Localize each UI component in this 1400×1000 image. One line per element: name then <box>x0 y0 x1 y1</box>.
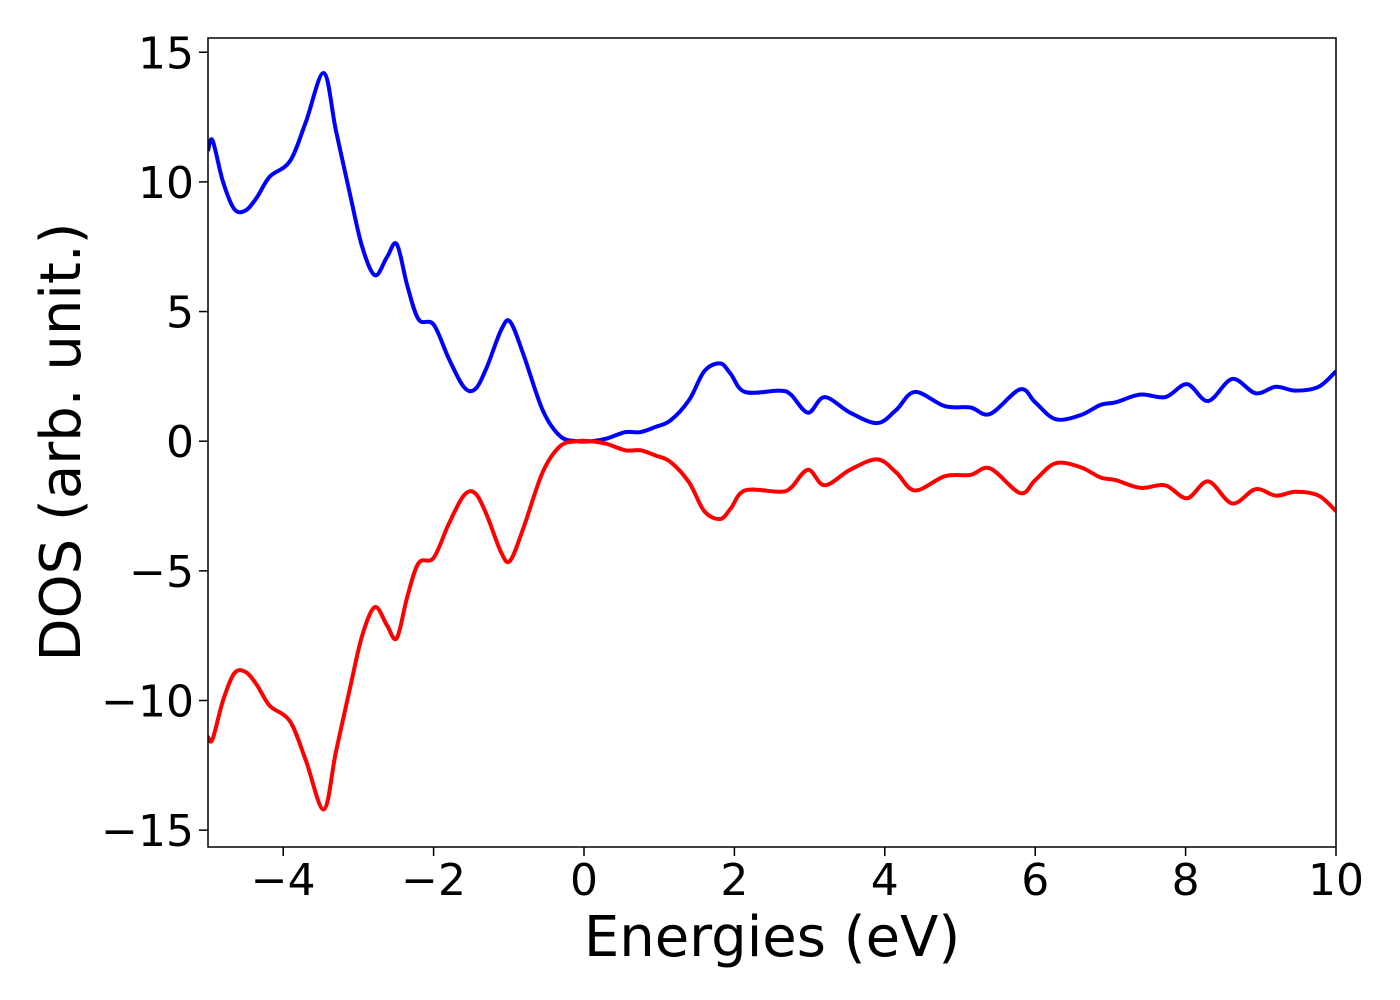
y-tick-label: −15 <box>101 806 194 857</box>
y-tick-label: −5 <box>129 547 194 598</box>
y-tick-label: −10 <box>101 676 194 727</box>
x-axis-label: Energies (eV) <box>584 905 960 970</box>
y-tick-label: 15 <box>138 28 194 79</box>
x-tick-label: 8 <box>1172 855 1200 906</box>
y-tick-label: 0 <box>166 417 194 468</box>
x-tick-label: 10 <box>1308 855 1364 906</box>
x-tick-label: 2 <box>720 855 748 906</box>
x-tick-label: 0 <box>570 855 598 906</box>
series-line <box>208 438 1336 812</box>
x-tick-label: 4 <box>871 855 899 906</box>
series-line <box>208 71 1336 444</box>
x-tick-label: 6 <box>1021 855 1049 906</box>
x-tick-label: −4 <box>251 855 316 906</box>
y-tick-label: 5 <box>166 288 194 339</box>
y-tick-label: 10 <box>138 158 194 209</box>
y-axis-label: DOS (arb. unit.) <box>29 222 94 661</box>
plot-frame <box>207 37 1337 848</box>
x-tick-label: −2 <box>401 855 466 906</box>
